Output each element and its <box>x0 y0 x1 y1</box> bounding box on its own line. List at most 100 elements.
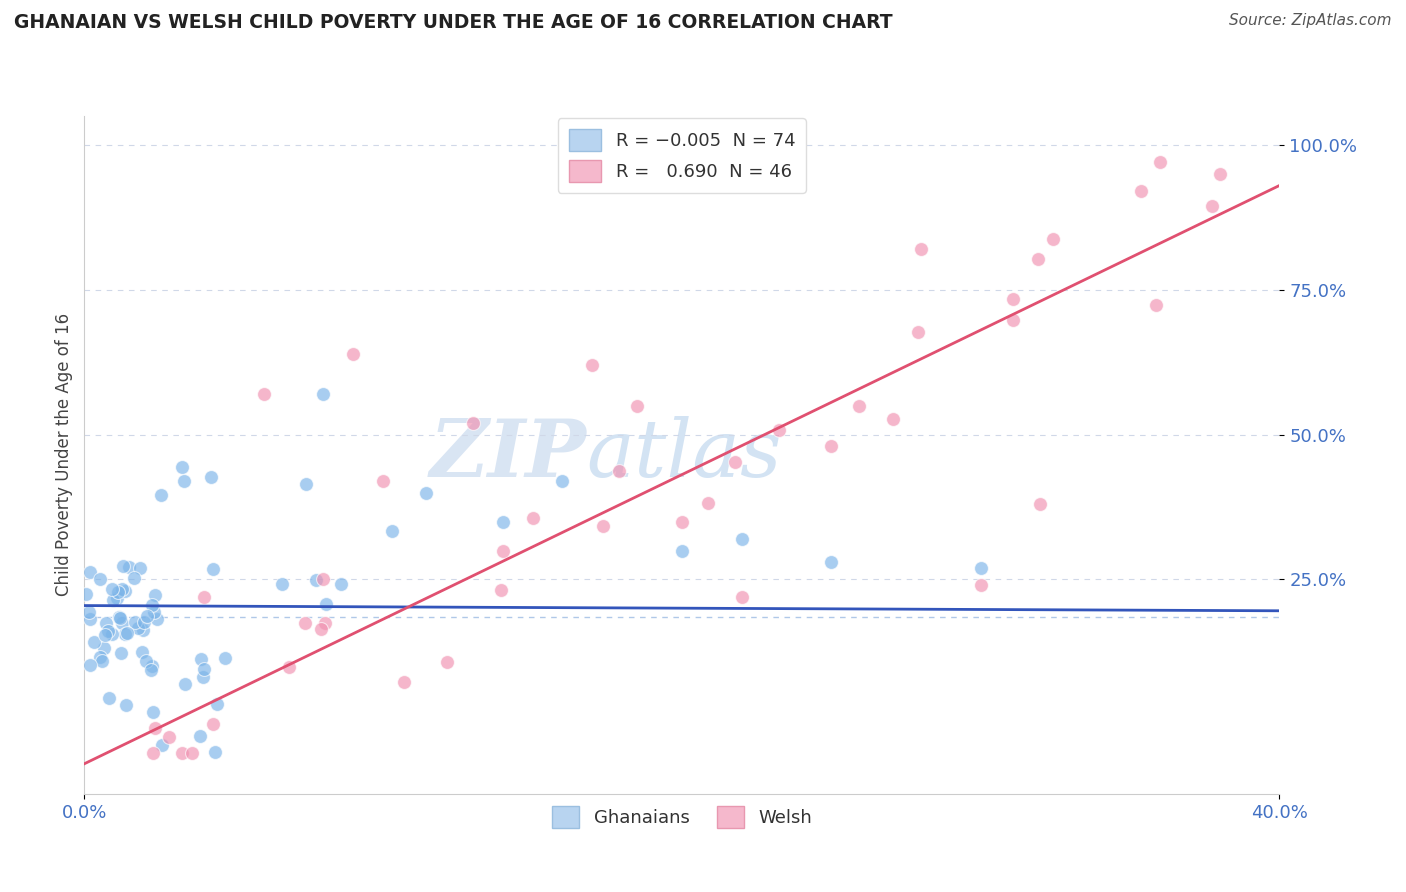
Point <box>910 242 932 256</box>
Point <box>146 611 169 625</box>
Point <box>294 616 316 631</box>
Point <box>295 477 318 491</box>
Point <box>200 469 222 483</box>
Point <box>157 730 180 744</box>
Point <box>381 524 404 539</box>
Point <box>75 587 97 601</box>
Point <box>188 729 211 743</box>
Point <box>124 571 146 585</box>
Point <box>131 645 153 659</box>
Point <box>172 460 194 475</box>
Point <box>193 662 215 676</box>
Legend: Ghanaians, Welsh: Ghanaians, Welsh <box>544 799 820 836</box>
Point <box>581 358 603 372</box>
Point <box>114 627 136 641</box>
Point <box>89 649 111 664</box>
Y-axis label: Child Poverty Under the Age of 16: Child Poverty Under the Age of 16 <box>55 313 73 597</box>
Point <box>882 411 904 425</box>
Point <box>1002 292 1025 306</box>
Point <box>129 561 152 575</box>
Point <box>1029 497 1052 511</box>
Point <box>731 590 754 604</box>
Point <box>305 573 328 587</box>
Point <box>141 598 163 612</box>
Point <box>79 658 101 673</box>
Point <box>697 496 720 510</box>
Point <box>142 605 165 619</box>
Point <box>193 590 215 604</box>
Point <box>149 488 172 502</box>
Point <box>820 439 842 453</box>
Point <box>271 577 294 591</box>
Point <box>100 582 122 596</box>
Point <box>111 616 134 631</box>
Point <box>492 543 515 558</box>
Point <box>145 721 167 735</box>
Point <box>108 611 131 625</box>
Point <box>114 698 136 712</box>
Point <box>114 584 136 599</box>
Point <box>551 474 574 488</box>
Point <box>173 475 195 489</box>
Point <box>190 652 212 666</box>
Point <box>136 608 159 623</box>
Point <box>907 326 929 340</box>
Point <box>94 616 117 631</box>
Point <box>461 416 484 430</box>
Point <box>724 455 747 469</box>
Point <box>79 605 101 619</box>
Point <box>101 627 124 641</box>
Point <box>105 591 128 605</box>
Point <box>108 610 131 624</box>
Point <box>671 543 693 558</box>
Point <box>201 562 224 576</box>
Point <box>731 532 754 546</box>
Point <box>1149 155 1171 169</box>
Point <box>141 659 163 673</box>
Point <box>970 561 993 575</box>
Point <box>205 697 228 711</box>
Point <box>1144 298 1167 312</box>
Point <box>1001 313 1024 327</box>
Point <box>127 621 149 635</box>
Point <box>94 628 117 642</box>
Point <box>115 625 138 640</box>
Point <box>174 677 197 691</box>
Point <box>97 624 120 638</box>
Point <box>342 346 364 360</box>
Point <box>131 623 153 637</box>
Point <box>373 474 395 488</box>
Point <box>193 670 215 684</box>
Point <box>1201 199 1223 213</box>
Point <box>79 612 101 626</box>
Point <box>90 654 112 668</box>
Point <box>142 747 165 761</box>
Point <box>110 646 132 660</box>
Point <box>101 593 124 607</box>
Point <box>768 423 790 437</box>
Point <box>330 577 353 591</box>
Point <box>118 559 141 574</box>
Point <box>1209 167 1232 181</box>
Point <box>1026 252 1049 266</box>
Point <box>152 739 174 753</box>
Point <box>820 555 842 569</box>
Point <box>181 747 204 761</box>
Point <box>848 399 870 413</box>
Text: atlas: atlas <box>586 417 782 493</box>
Point <box>1042 232 1064 246</box>
Point <box>93 640 115 655</box>
Point <box>392 674 415 689</box>
Point <box>201 717 224 731</box>
Point <box>253 387 276 401</box>
Point <box>671 515 693 529</box>
Point <box>626 399 648 413</box>
Point <box>143 588 166 602</box>
Point <box>111 582 134 596</box>
Point <box>98 691 121 706</box>
Point <box>436 656 458 670</box>
Text: ZIP: ZIP <box>429 417 586 493</box>
Point <box>314 616 336 631</box>
Point <box>141 663 163 677</box>
Point <box>204 746 226 760</box>
